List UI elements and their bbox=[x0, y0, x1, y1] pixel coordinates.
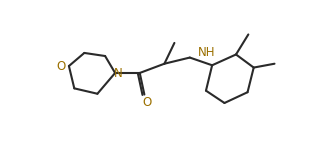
Text: NH: NH bbox=[198, 46, 216, 59]
Text: N: N bbox=[114, 67, 123, 80]
Text: O: O bbox=[57, 60, 66, 73]
Text: O: O bbox=[143, 96, 152, 109]
